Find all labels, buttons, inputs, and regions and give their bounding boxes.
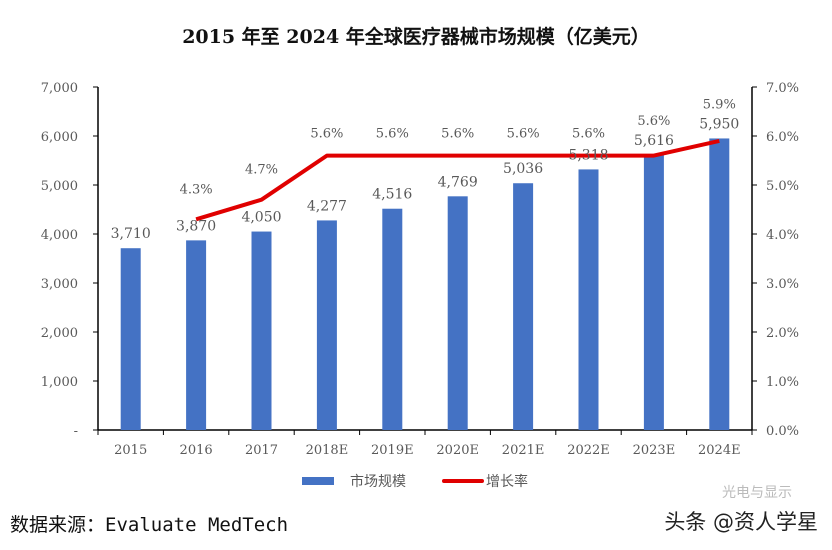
x-tick-label: 2018E bbox=[306, 443, 349, 458]
watermark-faint: 光电与显示 bbox=[722, 485, 792, 501]
bar bbox=[643, 154, 664, 431]
left-tick-label: 2,000 bbox=[41, 326, 78, 341]
x-tick-label: 2016 bbox=[180, 443, 213, 458]
growth-rate-label: 5.6% bbox=[507, 127, 540, 142]
bar bbox=[316, 220, 337, 430]
bar bbox=[251, 231, 272, 430]
growth-rate-line bbox=[195, 138, 720, 222]
bar-value-label: 3,710 bbox=[111, 226, 151, 242]
right-tick-label: 2.0% bbox=[766, 326, 799, 341]
bar-value-label: 4,277 bbox=[307, 198, 347, 214]
bar-value-label: 3,870 bbox=[176, 218, 216, 234]
right-tick-label: 0.0% bbox=[766, 424, 799, 439]
left-tick-label: 6,000 bbox=[41, 130, 78, 145]
legend-label-line: 增长率 bbox=[486, 473, 528, 490]
right-tick-label: 6.0% bbox=[766, 130, 799, 145]
x-tick-label: 2017 bbox=[245, 443, 278, 458]
growth-rate-label: 5.6% bbox=[310, 127, 343, 142]
bar-value-label: 5,036 bbox=[503, 161, 543, 177]
watermark: 头条 @资人学星 bbox=[664, 510, 818, 534]
right-tick-label: 5.0% bbox=[766, 179, 799, 194]
bar bbox=[709, 138, 730, 430]
bar bbox=[513, 183, 534, 430]
left-tick-label: 5,000 bbox=[41, 179, 78, 194]
x-tick-label: 2020E bbox=[436, 443, 479, 458]
x-tick-label: 2019E bbox=[371, 443, 414, 458]
right-tick-label: 7.0% bbox=[766, 81, 799, 96]
bar-value-label: 5,950 bbox=[699, 116, 739, 132]
left-tick-label: 3,000 bbox=[41, 277, 78, 292]
growth-rate-label: 5.6% bbox=[572, 127, 605, 142]
right-tick-label: 4.0% bbox=[766, 228, 799, 243]
source-note: 数据来源：Evaluate MedTech bbox=[10, 514, 289, 536]
growth-rate-label: 4.3% bbox=[180, 182, 213, 197]
bar-value-label: 5,318 bbox=[568, 147, 608, 163]
bar-value-label: 4,769 bbox=[438, 174, 478, 190]
left-tick-label: 1,000 bbox=[41, 375, 78, 390]
bar bbox=[120, 248, 141, 430]
bar bbox=[382, 208, 403, 430]
growth-rate-label: 5.9% bbox=[703, 97, 736, 112]
legend-label-bar: 市场规模 bbox=[350, 473, 406, 490]
x-tick-label: 2023E bbox=[633, 443, 676, 458]
x-tick-label: 2015 bbox=[114, 443, 147, 458]
bar bbox=[578, 169, 599, 430]
growth-rate-label: 5.6% bbox=[637, 114, 670, 129]
chart-title: 2015 年至 2024 年全球医疗器械市场规模（亿美元） bbox=[182, 26, 650, 48]
growth-rate-label: 5.6% bbox=[376, 127, 409, 142]
x-tick-label: 2024E bbox=[698, 443, 741, 458]
legend-swatch-bar bbox=[302, 477, 334, 485]
x-tick-label: 2021E bbox=[502, 443, 545, 458]
right-tick-label: 3.0% bbox=[766, 277, 799, 292]
x-tick-label: 2022E bbox=[567, 443, 610, 458]
bar bbox=[186, 240, 207, 430]
chart: - 1,000 2,000 3,000 4,000 5,000 6,000 7,000 0.0%… bbox=[41, 81, 799, 490]
left-tick-label: 4,000 bbox=[41, 228, 78, 243]
left-tick-label: 7,000 bbox=[41, 81, 78, 96]
growth-rate-label: 5.6% bbox=[441, 127, 474, 142]
growth-rate-label: 4.7% bbox=[245, 163, 278, 178]
right-tick-label: 1.0% bbox=[766, 375, 799, 390]
bar-value-label: 4,516 bbox=[372, 187, 412, 203]
bar-value-label: 4,050 bbox=[241, 210, 281, 226]
bar bbox=[447, 196, 468, 430]
bar-value-label: 5,616 bbox=[634, 133, 674, 149]
left-tick-label: - bbox=[74, 424, 78, 439]
